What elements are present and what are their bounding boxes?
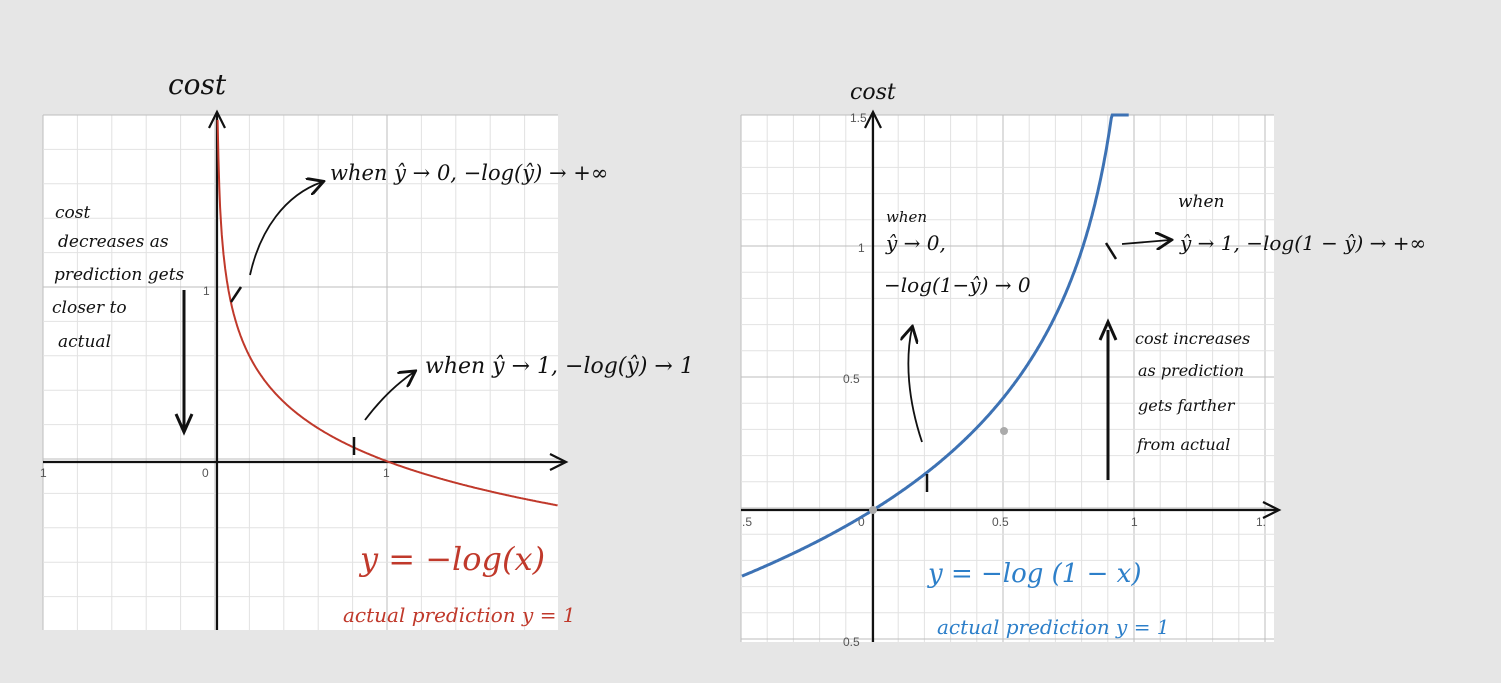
right-mark-2 [1104,242,1118,260]
left-ylabel: cost [168,68,227,101]
right-right-note: when ŷ → 1, −log(1 − ŷ) → +∞ [1178,188,1426,255]
left-top-arrow [249,182,322,276]
left-equation: y = −log(x) [358,540,545,578]
right-left-line-1: when [886,208,927,226]
left-side-line-5: actual [58,332,111,352]
left-ytick-1: 1 [203,284,210,298]
left-plot-bg [43,115,558,630]
right-xtick-15: 1. [1256,515,1266,529]
right-ytick-1: 1 [858,241,865,255]
right-left-arrow [908,328,923,443]
right-ytick-15: 1.5 [850,111,867,125]
right-plot-bg [741,115,1274,642]
left-mark-1 [229,286,243,303]
right-xtick-05: 0.5 [992,515,1009,529]
right-xtick-0: 0 [858,515,865,529]
right-side-line-2: as prediction [1138,361,1244,380]
right-up-arrowhead [1098,318,1118,341]
right-panel: .5 0 0.5 1 1. 1.5 1 0.5 0.5 cost when ŷ … [740,80,1426,649]
right-xtick-1: 1 [1131,515,1138,529]
right-ytick-neg05: 0.5 [843,635,860,649]
left-panel: 1 0 1 1 cost when ŷ → 0, −log(ŷ) → +∞ wh… [40,68,694,630]
right-ytick-05: 0.5 [843,372,860,386]
right-side-line-3: gets farther [1138,396,1236,415]
right-side-line-4: from actual [1136,435,1230,454]
right-side-note: cost increases as prediction gets farthe… [1135,329,1255,454]
right-equation: y = −log (1 − x) [927,559,1141,589]
right-right-line-1: when [1178,192,1225,212]
left-xtick-0: 0 [202,466,209,480]
right-x-arrowhead [1262,501,1282,519]
right-right-arrow [1121,240,1170,244]
left-side-line-3: prediction gets [54,265,185,285]
left-caption: actual prediction y = 1 [343,603,576,627]
left-mid-annotation: when ŷ → 1, −log(ŷ) → 1 [425,354,694,379]
right-left-line-2: ŷ → 0, [885,231,946,255]
right-caption: actual prediction y = 1 [937,615,1170,639]
right-left-line-3: −log(1−ŷ) → 0 [884,273,1031,297]
left-series-line [216,119,558,507]
right-y-arrowhead [864,109,882,129]
left-x-arrowhead [549,453,569,471]
right-ylabel: cost [850,80,896,105]
left-side-line-1: cost [55,203,90,223]
left-side-line-2: decreases as [58,232,169,252]
left-top-annotation: when ŷ → 0, −log(ŷ) → +∞ [330,161,608,185]
left-down-arrowhead [174,413,194,436]
right-side-line-1: cost increases [1135,329,1250,348]
left-y-arrowhead [208,109,226,129]
left-xtick-neg1: 1 [40,466,47,480]
left-grid [42,114,558,630]
left-side-note: cost decreases as prediction gets closer… [52,203,190,352]
right-series-line [741,113,1129,578]
right-left-note: when ŷ → 0, −log(1−ŷ) → 0 [884,203,1031,297]
right-xtick-neg05: .5 [742,515,752,529]
left-xtick-1: 1 [383,466,390,480]
right-point-origin [869,506,877,514]
right-point-half [1000,427,1008,435]
left-side-line-4: closer to [52,298,127,318]
right-grid [740,114,1274,642]
left-mid-arrow [364,372,414,421]
right-right-line-2: ŷ → 1, −log(1 − ŷ) → +∞ [1179,231,1426,255]
